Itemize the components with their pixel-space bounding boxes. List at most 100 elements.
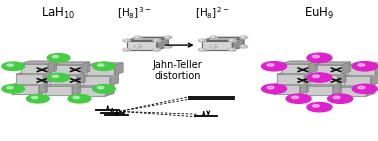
Polygon shape — [202, 37, 244, 41]
Circle shape — [210, 36, 217, 39]
Circle shape — [73, 96, 79, 99]
Polygon shape — [87, 63, 123, 65]
Polygon shape — [202, 41, 232, 50]
Polygon shape — [83, 76, 110, 85]
Circle shape — [93, 62, 115, 70]
Circle shape — [198, 48, 206, 51]
Polygon shape — [339, 87, 366, 96]
Polygon shape — [273, 85, 300, 94]
Circle shape — [52, 55, 59, 58]
Circle shape — [155, 49, 157, 50]
Circle shape — [153, 48, 161, 51]
Circle shape — [240, 36, 248, 39]
Circle shape — [242, 46, 244, 47]
Polygon shape — [87, 65, 115, 75]
Polygon shape — [348, 63, 378, 65]
Circle shape — [313, 55, 319, 58]
Polygon shape — [127, 41, 157, 50]
Circle shape — [47, 54, 70, 62]
Polygon shape — [315, 62, 350, 65]
Polygon shape — [309, 61, 317, 73]
Polygon shape — [39, 82, 47, 94]
Circle shape — [328, 94, 353, 103]
Circle shape — [240, 45, 248, 48]
Text: $[\mathrm{H}_8]^{2-}$: $[\mathrm{H}_8]^{2-}$ — [195, 5, 229, 21]
Polygon shape — [315, 65, 342, 74]
Circle shape — [7, 86, 13, 89]
Circle shape — [93, 85, 115, 93]
Circle shape — [211, 46, 214, 47]
Polygon shape — [50, 73, 85, 75]
Polygon shape — [277, 72, 313, 74]
Circle shape — [352, 84, 377, 93]
Circle shape — [292, 96, 299, 99]
Polygon shape — [54, 62, 90, 65]
Polygon shape — [16, 74, 43, 83]
Polygon shape — [202, 37, 244, 41]
Polygon shape — [315, 62, 350, 65]
Polygon shape — [45, 86, 72, 95]
Polygon shape — [12, 85, 39, 94]
Circle shape — [198, 39, 206, 42]
Circle shape — [307, 73, 332, 82]
Polygon shape — [344, 74, 378, 76]
Circle shape — [286, 94, 311, 103]
Polygon shape — [115, 63, 123, 75]
Polygon shape — [310, 73, 346, 75]
Circle shape — [2, 85, 25, 93]
Polygon shape — [45, 83, 81, 86]
Polygon shape — [339, 84, 375, 87]
Polygon shape — [16, 72, 52, 74]
Circle shape — [200, 40, 202, 41]
Polygon shape — [310, 75, 338, 84]
Polygon shape — [344, 76, 371, 85]
Text: LaH$_{10}$: LaH$_{10}$ — [41, 6, 76, 21]
Circle shape — [123, 48, 130, 51]
Polygon shape — [110, 74, 118, 85]
Circle shape — [166, 46, 168, 47]
Circle shape — [313, 105, 319, 107]
Polygon shape — [54, 65, 81, 74]
Polygon shape — [338, 73, 346, 84]
Text: Jahn-Teller
distortion: Jahn-Teller distortion — [153, 60, 203, 81]
Circle shape — [7, 64, 13, 66]
Circle shape — [98, 86, 104, 89]
Polygon shape — [371, 74, 378, 85]
Circle shape — [358, 64, 365, 66]
Polygon shape — [127, 37, 168, 41]
Polygon shape — [12, 82, 47, 85]
Polygon shape — [344, 74, 378, 76]
Circle shape — [136, 46, 138, 47]
Circle shape — [124, 40, 127, 41]
Polygon shape — [54, 62, 90, 65]
Circle shape — [307, 53, 332, 62]
Circle shape — [267, 64, 274, 66]
Polygon shape — [21, 61, 56, 64]
Circle shape — [313, 75, 319, 78]
Polygon shape — [366, 84, 375, 96]
Polygon shape — [72, 83, 81, 95]
Circle shape — [307, 103, 332, 112]
Circle shape — [47, 73, 70, 82]
Polygon shape — [45, 83, 81, 86]
Circle shape — [262, 62, 287, 71]
Polygon shape — [12, 82, 47, 85]
Circle shape — [31, 96, 38, 99]
Polygon shape — [78, 84, 114, 87]
Polygon shape — [50, 73, 85, 75]
Circle shape — [124, 49, 127, 50]
Polygon shape — [277, 72, 313, 74]
Circle shape — [164, 36, 172, 39]
Polygon shape — [21, 61, 56, 64]
Polygon shape — [273, 82, 308, 85]
Circle shape — [262, 84, 287, 93]
Polygon shape — [83, 74, 118, 76]
Polygon shape — [306, 86, 333, 95]
Polygon shape — [306, 83, 341, 86]
Circle shape — [210, 45, 217, 48]
Circle shape — [230, 49, 232, 50]
Circle shape — [358, 86, 365, 89]
Polygon shape — [339, 84, 375, 87]
Polygon shape — [50, 75, 77, 84]
Polygon shape — [348, 63, 378, 65]
